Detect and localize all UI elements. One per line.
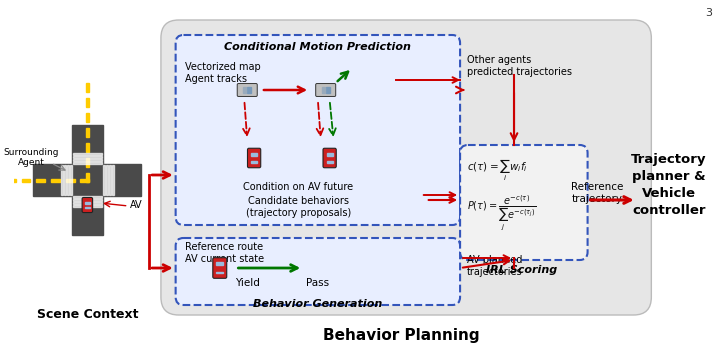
Bar: [67, 165, 68, 195]
Bar: [0, 178, 1, 182]
Bar: [103, 165, 105, 195]
FancyBboxPatch shape: [176, 238, 460, 305]
Text: Yield: Yield: [235, 278, 260, 288]
Bar: [36, 178, 45, 182]
Bar: [327, 161, 333, 163]
Bar: [112, 165, 114, 195]
Bar: [73, 196, 102, 198]
Bar: [322, 88, 325, 93]
Bar: [86, 158, 89, 167]
FancyBboxPatch shape: [248, 148, 261, 168]
Text: $c(\tau) = \sum_i w_i f_i$: $c(\tau) = \sum_i w_i f_i$: [467, 157, 528, 183]
Bar: [109, 165, 111, 195]
Bar: [217, 272, 223, 273]
Bar: [85, 202, 89, 204]
Bar: [64, 165, 66, 195]
Text: Candidate behaviors
(trajectory proposals): Candidate behaviors (trajectory proposal…: [246, 196, 351, 218]
Bar: [72, 125, 103, 235]
Bar: [86, 173, 89, 182]
Text: Condition on AV future: Condition on AV future: [243, 182, 354, 192]
FancyBboxPatch shape: [213, 258, 227, 278]
Bar: [251, 153, 257, 156]
FancyBboxPatch shape: [315, 84, 336, 97]
Text: Pass: Pass: [306, 278, 330, 288]
FancyBboxPatch shape: [82, 197, 93, 212]
FancyBboxPatch shape: [323, 148, 336, 168]
Bar: [87, 180, 103, 196]
Bar: [106, 165, 108, 195]
Bar: [86, 113, 89, 122]
Text: Vectorized map
Agent tracks: Vectorized map Agent tracks: [186, 62, 261, 84]
Text: Reference route
AV current state: Reference route AV current state: [186, 242, 264, 264]
FancyBboxPatch shape: [176, 35, 460, 225]
Bar: [251, 161, 257, 163]
Text: Trajectory
planner &
Vehicle
controller: Trajectory planner & Vehicle controller: [631, 153, 707, 217]
Bar: [73, 205, 102, 207]
Bar: [86, 143, 89, 152]
Bar: [247, 87, 251, 93]
Text: IRL Scoring: IRL Scoring: [486, 265, 557, 275]
Bar: [325, 87, 330, 93]
Text: Other agents
predicted trajectories: Other agents predicted trajectories: [467, 55, 572, 77]
Text: Reference
trajectory: Reference trajectory: [571, 182, 624, 204]
Bar: [81, 178, 89, 182]
Text: AV planned
trajectories: AV planned trajectories: [467, 255, 523, 276]
Text: Behavior Planning: Behavior Planning: [323, 328, 480, 343]
Bar: [86, 128, 89, 137]
Bar: [73, 202, 102, 204]
Text: Conditional Motion Prediction: Conditional Motion Prediction: [225, 42, 411, 52]
Bar: [327, 153, 333, 156]
Bar: [73, 199, 102, 201]
Text: AV: AV: [130, 200, 142, 210]
Bar: [61, 165, 63, 195]
FancyBboxPatch shape: [161, 20, 652, 315]
Bar: [33, 164, 141, 196]
Text: Surrounding
Agent: Surrounding Agent: [4, 148, 59, 167]
Bar: [73, 159, 102, 161]
Bar: [73, 156, 102, 158]
Bar: [86, 98, 89, 107]
Bar: [73, 162, 102, 164]
Bar: [7, 178, 16, 182]
Text: Scene Context: Scene Context: [37, 308, 138, 321]
Text: 3: 3: [705, 8, 712, 18]
Bar: [22, 178, 30, 182]
Bar: [85, 206, 89, 208]
Bar: [86, 83, 89, 92]
Bar: [66, 178, 75, 182]
Text: $P(\tau) = \dfrac{e^{-c(\tau)}}{\sum_j e^{-c(\tau_j)}}$: $P(\tau) = \dfrac{e^{-c(\tau)}}{\sum_j e…: [467, 193, 536, 232]
Bar: [243, 88, 246, 93]
FancyBboxPatch shape: [460, 145, 588, 260]
Text: Behavior Generation: Behavior Generation: [253, 299, 382, 309]
Bar: [72, 164, 87, 180]
Bar: [217, 262, 223, 265]
Bar: [72, 180, 87, 196]
Bar: [73, 153, 102, 155]
Bar: [51, 178, 60, 182]
Bar: [70, 165, 72, 195]
Bar: [87, 164, 103, 180]
FancyBboxPatch shape: [237, 84, 257, 97]
